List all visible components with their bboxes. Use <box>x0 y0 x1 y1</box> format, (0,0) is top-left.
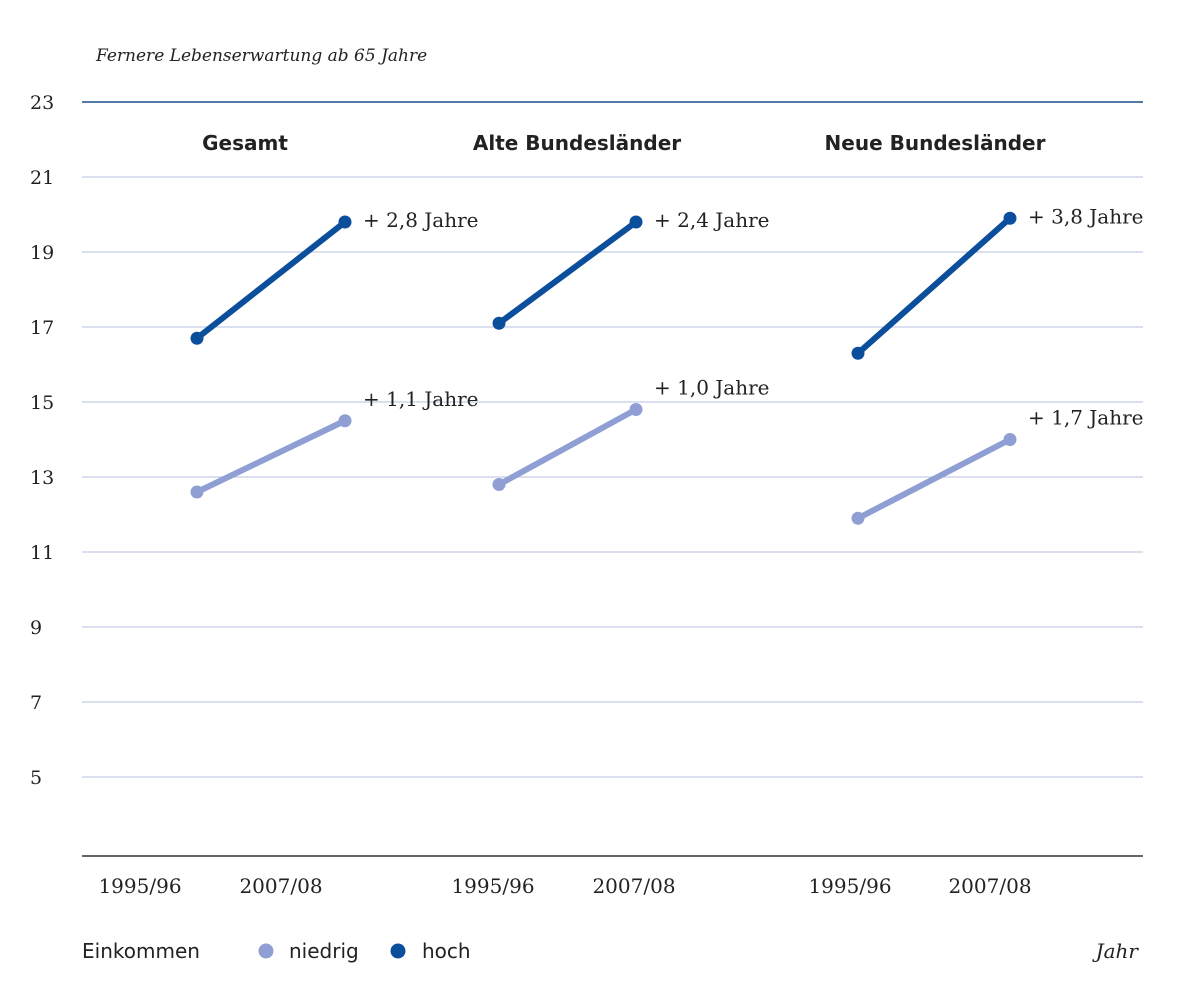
data-point <box>851 346 865 360</box>
legend-label: niedrig <box>289 939 359 963</box>
panel-title: Alte Bundesländer <box>473 131 681 155</box>
series-line <box>194 417 348 495</box>
data-point <box>190 485 204 499</box>
data-label: + 2,8 Jahre <box>363 208 479 232</box>
data-point <box>492 316 506 330</box>
legend-marker <box>390 943 406 959</box>
data-point <box>190 331 204 345</box>
panel-title: Neue Bundesländer <box>825 131 1046 155</box>
series-line <box>855 215 1013 357</box>
y-axis-title: Fernere Lebenserwartung ab 65 Jahre <box>95 46 427 66</box>
x-tick-label: 2007/08 <box>948 874 1031 898</box>
y-tick-label: 11 <box>30 542 54 564</box>
x-axis-title: Jahr <box>1092 939 1140 963</box>
data-point <box>1003 211 1017 225</box>
panel: Alte Bundesländer 1995/96 2007/08 + 2,4 Jah… <box>451 131 769 898</box>
y-tick-label: 19 <box>30 242 54 264</box>
y-tick-label: 7 <box>30 692 42 714</box>
data-point <box>492 478 506 491</box>
panel: Neue Bundesländer 1995/96 2007/08 + 3,8 Jah… <box>808 131 1143 898</box>
x-tick-label: 1995/96 <box>98 874 181 898</box>
legend-title: Einkommen <box>82 939 200 963</box>
gridlines <box>82 101 1143 778</box>
chart-panels: Gesamt 1995/96 2007/08 + 2,8 Jahre + 1,1 Jah… <box>98 131 1143 898</box>
y-tick-label: 9 <box>30 617 42 639</box>
panel: Gesamt 1995/96 2007/08 + 2,8 Jahre + 1,1 Jah… <box>98 131 478 898</box>
y-tick-label: 15 <box>30 392 54 414</box>
x-tick-label: 1995/96 <box>808 874 891 898</box>
legend-label: hoch <box>422 939 471 963</box>
data-point <box>629 403 643 416</box>
y-tick-label: 23 <box>30 92 54 114</box>
series-line <box>496 219 639 327</box>
data-label: + 1,1 Jahre <box>363 387 479 411</box>
y-tick-label: 21 <box>30 167 54 189</box>
series-line <box>496 406 639 488</box>
y-tick-labels: 5 7 9 11 13 15 17 19 21 23 <box>30 92 54 789</box>
y-tick-label: 5 <box>30 767 42 789</box>
x-tick-label: 2007/08 <box>239 874 322 898</box>
data-label: + 1,0 Jahre <box>654 376 770 400</box>
y-tick-label: 13 <box>30 467 54 489</box>
data-label: + 3,8 Jahre <box>1028 204 1144 228</box>
legend: Einkommen niedrig hoch <box>82 939 471 963</box>
x-tick-label: 1995/96 <box>451 874 534 898</box>
legend-marker <box>258 943 274 959</box>
series-line <box>194 219 348 342</box>
x-tick-label: 2007/08 <box>592 874 675 898</box>
data-label: + 1,7 Jahre <box>1028 406 1144 430</box>
data-point <box>629 215 643 229</box>
data-point <box>338 414 352 428</box>
panel-title: Gesamt <box>202 131 288 155</box>
data-point <box>338 215 352 229</box>
data-point <box>1003 433 1017 446</box>
data-point <box>851 511 865 525</box>
y-tick-label: 17 <box>30 317 54 339</box>
data-label: + 2,4 Jahre <box>654 208 770 232</box>
series-line <box>855 436 1013 522</box>
